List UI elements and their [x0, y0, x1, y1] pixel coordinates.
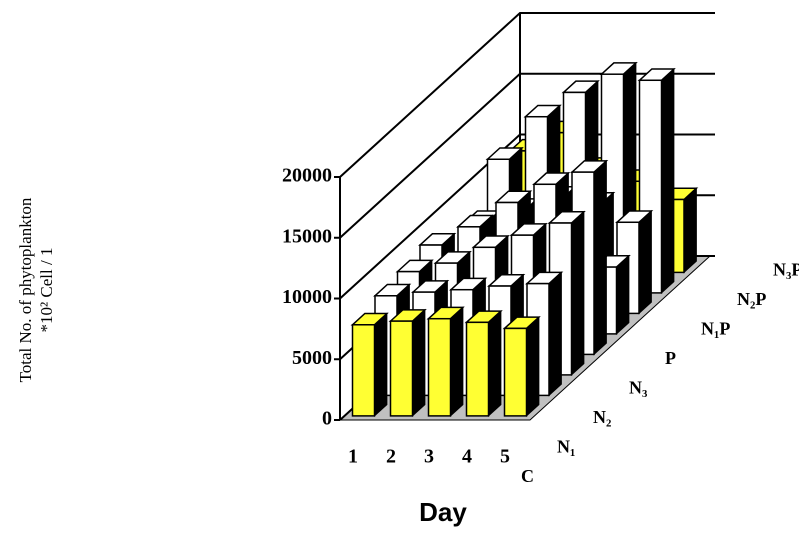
legend-label: N₂ — [593, 407, 611, 427]
bar-face — [638, 209, 652, 315]
bar-face — [412, 308, 426, 418]
bar-face — [526, 316, 540, 418]
legend-label: N₃ — [629, 378, 648, 398]
y-tick-label: 10000 — [282, 286, 332, 308]
bar — [350, 312, 389, 418]
legend-label: N₁ — [557, 437, 575, 457]
bar — [502, 316, 541, 418]
bar-face — [593, 159, 607, 356]
x-tick-label: 5 — [500, 446, 510, 468]
legend-label: P — [665, 348, 676, 368]
bar-face — [683, 187, 697, 274]
bar — [570, 159, 609, 356]
bar — [615, 209, 654, 315]
bar-face — [351, 324, 376, 417]
x-tick-label: 2 — [386, 446, 396, 468]
grid-line — [339, 12, 715, 178]
bar-face — [374, 312, 388, 418]
x-tick-label: 3 — [424, 446, 434, 468]
bar — [426, 306, 465, 418]
bar — [388, 308, 427, 418]
bar-face — [661, 67, 675, 295]
bar-face — [616, 254, 630, 336]
bar-face — [427, 317, 452, 417]
bar-face — [548, 271, 562, 397]
y-label-line: Total No. of phytoplankton — [16, 197, 35, 382]
bar-face — [450, 306, 464, 418]
bar-face — [389, 320, 414, 417]
legend-label: N₃P — [773, 260, 799, 280]
bar-face — [503, 327, 528, 417]
y-tick-label: 20000 — [282, 165, 332, 187]
y-tick-label: 0 — [322, 408, 332, 430]
legend-label: N₂P — [737, 289, 766, 309]
bar — [464, 309, 503, 418]
bar-face — [571, 210, 585, 377]
bar-face — [465, 321, 490, 417]
y-axis-label: Total No. of phytoplankton *10² Cell / 1 — [16, 197, 56, 382]
bar-face — [488, 309, 502, 418]
y-tick-label: 5000 — [292, 347, 332, 369]
x-axis-label: Day — [419, 497, 467, 527]
legend-label: N₁P — [701, 319, 730, 339]
x-tick-label: 4 — [462, 446, 472, 468]
legend-label: C — [521, 466, 534, 486]
y-tick-label: 15000 — [282, 225, 332, 247]
y-label-line: *10² Cell / 1 — [37, 248, 56, 333]
x-tick-label: 1 — [348, 446, 358, 468]
